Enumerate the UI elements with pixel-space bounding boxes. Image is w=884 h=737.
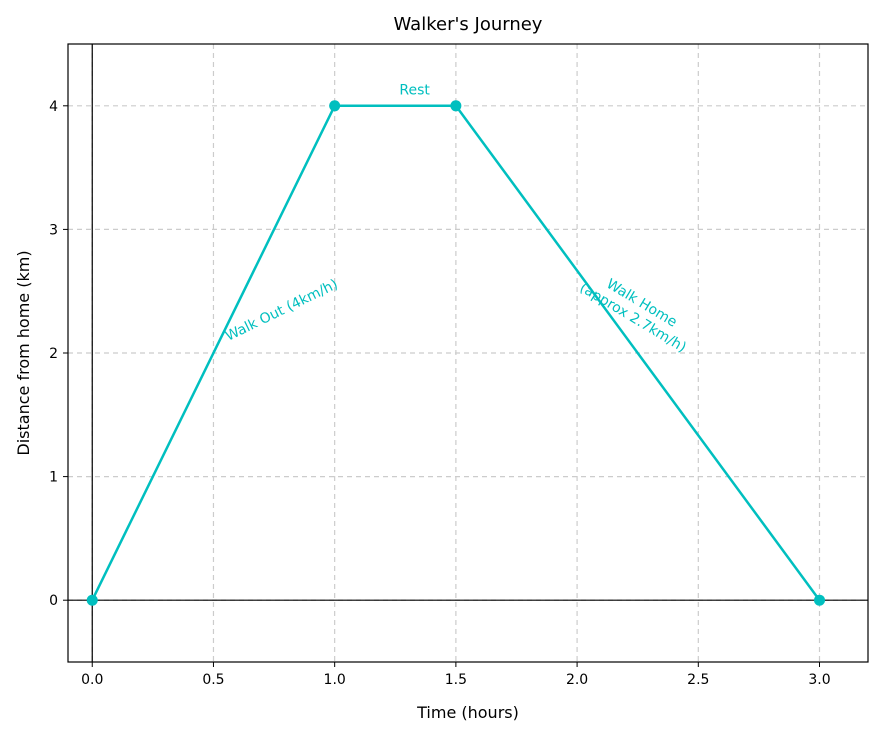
chart-title: Walker's Journey <box>394 14 543 35</box>
x-tick-label: 2.5 <box>687 672 709 688</box>
zero-lines <box>68 44 868 662</box>
x-axis-label: Time (hours) <box>416 703 519 722</box>
x-tick-label: 0.5 <box>202 672 224 688</box>
x-tick-label: 0.0 <box>81 672 103 688</box>
data-point <box>450 100 462 112</box>
series-layer <box>86 100 826 606</box>
y-tick-label: 1 <box>49 470 58 486</box>
grid <box>68 44 868 662</box>
x-tick-label: 1.0 <box>324 672 346 688</box>
series-line <box>91 104 821 601</box>
y-tick-label: 2 <box>49 346 58 362</box>
x-tick-label: 2.0 <box>566 672 588 688</box>
data-point <box>814 594 826 606</box>
y-tick-label: 0 <box>49 593 58 609</box>
x-tick-label: 1.5 <box>445 672 467 688</box>
data-point <box>329 100 341 112</box>
annotation-text: Rest <box>399 83 430 99</box>
ticks: 0.0 0.5 1.0 1.5 2.0 2.5 3.0 0 1 2 3 4 <box>49 99 831 688</box>
annotation-line: Rest <box>399 83 430 99</box>
data-point <box>86 594 98 606</box>
x-tick-label: 3.0 <box>808 672 830 688</box>
y-tick-label: 4 <box>49 99 58 115</box>
y-axis-label: Distance from home (km) <box>14 250 33 455</box>
y-tick-label: 3 <box>49 222 58 238</box>
